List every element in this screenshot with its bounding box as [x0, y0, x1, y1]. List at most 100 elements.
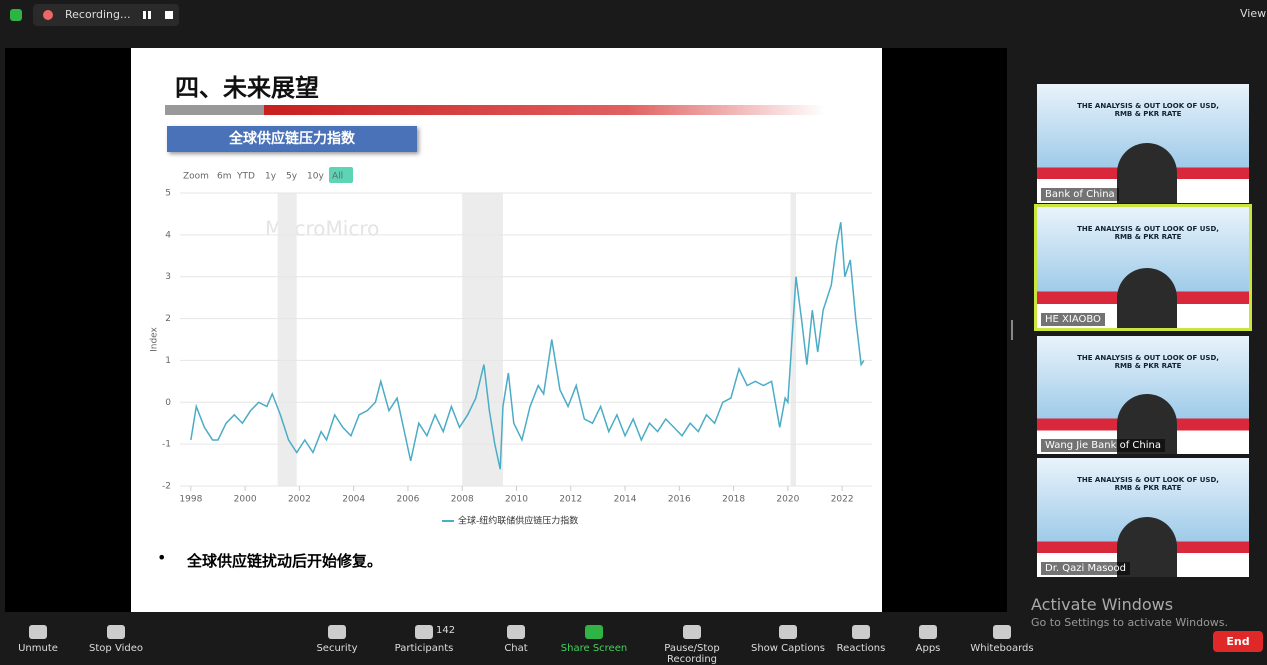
pause[interactable]: [143, 11, 151, 19]
toolbar-button[interactable]: Share Screen: [544, 622, 644, 654]
x-tick-label: 2004: [342, 495, 365, 505]
toolbar-label: Unmute: [18, 643, 58, 654]
toolbar-button[interactable]: Reactions: [811, 622, 911, 654]
toolbar-icon: [779, 625, 797, 639]
recording-pill[interactable]: Recording...: [33, 4, 179, 26]
toolbar-label: Participants: [394, 643, 454, 654]
toolbar-label: Chat: [504, 643, 528, 654]
y-tick-label: 4: [165, 230, 171, 240]
toolbar-button[interactable]: Security: [287, 622, 387, 654]
toolbar-icon: [852, 625, 870, 639]
splitter[interactable]: [1011, 320, 1013, 340]
tile-heading: THE ANALYSIS & OUT LOOK OF USD, RMB & PK…: [1077, 102, 1219, 118]
x-tick-label: 2000: [234, 495, 257, 505]
y-tick-label: -2: [162, 482, 171, 492]
y-tick-label: -1: [162, 440, 171, 450]
toolbar-label: Security: [316, 643, 358, 654]
zoom-label: Zoom: [183, 172, 209, 182]
x-tick-label: 1998: [179, 495, 202, 505]
zoom-button[interactable]: 5y: [286, 172, 298, 182]
zoom-button[interactable]: 1y: [265, 172, 277, 182]
y-tick-label: 0: [165, 398, 171, 408]
toolbar-icon: [107, 625, 125, 639]
y-tick-label: 5: [165, 189, 171, 199]
video-tile: THE ANALYSIS & OUT LOOK OF USD, RMB & PK…: [1037, 84, 1249, 203]
toolbar-button[interactable]: Whiteboards: [952, 622, 1052, 654]
box-title: 全球供应链压力指数: [167, 126, 417, 152]
y-tick-label: 3: [165, 272, 171, 282]
toolbar-icon: [585, 625, 603, 639]
video-tile: THE ANALYSIS & OUT LOOK OF USD, RMB & PK…: [1037, 458, 1249, 577]
x-tick-label: 2016: [668, 495, 691, 505]
activation-subtitle: Go to Settings to activate Windows.: [1031, 616, 1229, 629]
participant-name: HE XIAOBO: [1041, 313, 1105, 326]
x-tick-label: 2014: [614, 495, 637, 505]
toolbar-icon: [415, 625, 433, 639]
recession-band: [790, 193, 797, 486]
toolbar-label: Pause/Stop Recording: [664, 643, 720, 665]
toolbar-button[interactable]: 142 Participants: [374, 622, 474, 654]
slide: 四、未来展望 全球供应链压力指数 Zoom 6m YTD 1y 5y 10y All Macr…: [131, 48, 882, 612]
view-button[interactable]: View: [1240, 7, 1267, 20]
slide-title: 四、未来展望: [175, 74, 319, 102]
zoom-button[interactable]: All: [332, 172, 343, 182]
toolbar-icon: [993, 625, 1011, 639]
toolbar-icon: [328, 625, 346, 639]
security-shield: [10, 9, 22, 21]
x-tick-label: 2012: [559, 495, 582, 505]
zoom-button[interactable]: 6m: [217, 172, 232, 182]
x-tick-label: 2020: [776, 495, 799, 505]
participant-video: [1117, 268, 1177, 328]
chart: Zoom 6m YTD 1y 5y 10y AllMacroMicro-2-10123451…: [150, 167, 872, 527]
toolbar-label: Share Screen: [560, 643, 628, 654]
participant-count: 142: [436, 625, 456, 636]
bullet-dot: •: [157, 548, 167, 567]
toolbar-label: Stop Video: [89, 643, 143, 654]
recession-band: [462, 193, 503, 486]
tile-heading: THE ANALYSIS & OUT LOOK OF USD, RMB & PK…: [1077, 476, 1219, 492]
participant-video: [1117, 143, 1177, 203]
toolbar-button[interactable]: Stop Video: [66, 622, 166, 654]
video-tile: THE ANALYSIS & OUT LOOK OF USD, RMB & PK…: [1037, 336, 1249, 454]
bullet-text: 全球供应链扰动后开始修复。: [187, 552, 383, 570]
toolbar-button[interactable]: Unmute: [0, 622, 88, 654]
toolbar-button[interactable]: Pause/Stop Recording: [642, 622, 742, 665]
legend-label: 全球-纽约联储供应链压力指数: [458, 515, 578, 527]
shared-screen: 四、未来展望 全球供应链压力指数 Zoom 6m YTD 1y 5y 10y All Macr…: [5, 48, 1007, 612]
x-tick-label: 2002: [288, 495, 311, 505]
tile-heading: THE ANALYSIS & OUT LOOK OF USD, RMB & PK…: [1077, 225, 1219, 241]
zoom-active: [329, 167, 353, 183]
participant-name: Bank of China: [1041, 188, 1119, 201]
toolbar-icon: [919, 625, 937, 639]
video-tile: THE ANALYSIS & OUT LOOK OF USD, RMB & PK…: [1034, 204, 1252, 331]
rec-dot: [43, 10, 53, 20]
toolbar-button[interactable]: Apps: [878, 622, 978, 654]
end-button[interactable]: End: [1213, 631, 1263, 652]
x-tick-label: 2006: [396, 495, 419, 505]
y-tick-label: 1: [165, 356, 171, 366]
x-tick-label: 2008: [451, 495, 474, 505]
toolbar-icon: [683, 625, 701, 639]
x-tick-label: 2022: [831, 495, 854, 505]
toolbar-label: Apps: [915, 643, 941, 654]
toolbar-icon: [29, 625, 47, 639]
recording-label: Recording...: [65, 8, 131, 21]
toolbar-label: Whiteboards: [970, 643, 1034, 654]
tile-heading: THE ANALYSIS & OUT LOOK OF USD, RMB & PK…: [1077, 354, 1219, 370]
zoom-button[interactable]: 10y: [307, 172, 324, 182]
x-tick-label: 2010: [505, 495, 528, 505]
title-rule: [165, 105, 825, 115]
toolbar-button[interactable]: Chat: [466, 622, 566, 654]
zoom-button[interactable]: YTD: [236, 172, 255, 182]
y-axis-label: Index: [150, 326, 160, 351]
recession-band: [277, 193, 297, 486]
y-tick-label: 2: [165, 314, 171, 324]
toolbar-button[interactable]: Show Captions: [738, 622, 838, 654]
toolbar-label: Reactions: [836, 643, 886, 654]
stop[interactable]: [165, 11, 173, 19]
toolbar-icon: [507, 625, 525, 639]
activation-title: Activate Windows: [1031, 595, 1174, 614]
participant-name: Dr. Qazi Masood: [1041, 562, 1131, 575]
series-line: [190, 222, 865, 470]
x-tick-label: 2018: [722, 495, 745, 505]
